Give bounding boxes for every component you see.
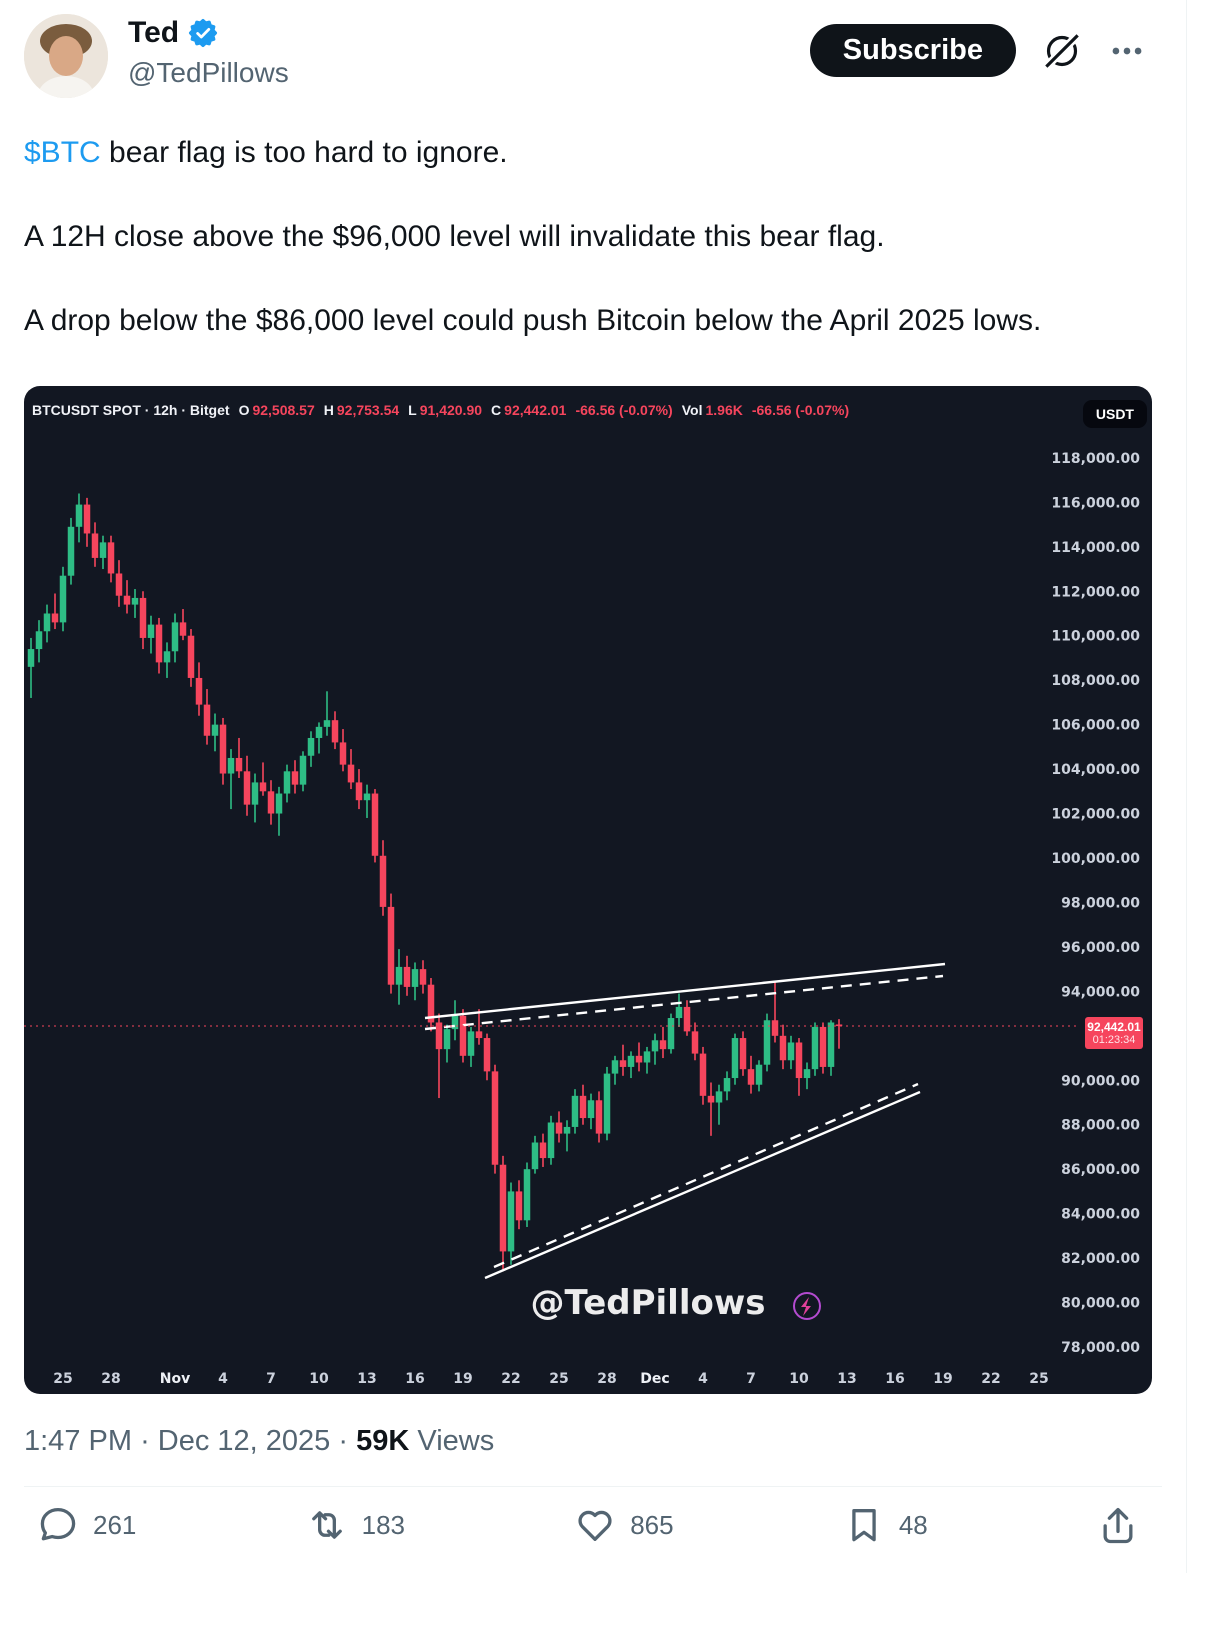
tweet-paragraph: A drop below the $86,000 level could pus… <box>24 304 1042 337</box>
repost-button[interactable]: 183 <box>305 1503 405 1547</box>
svg-text:96,000.00: 96,000.00 <box>1061 940 1140 956</box>
grok-icon <box>1043 31 1081 70</box>
svg-text:98,000.00: 98,000.00 <box>1061 895 1140 911</box>
ohlc-high: H 92,753.54 <box>323 402 400 418</box>
ohlc-close: C 92,442.01 <box>491 402 567 418</box>
currency-chip: USDT <box>1082 400 1147 428</box>
user-handle[interactable]: @TedPillows <box>128 57 289 88</box>
like-count: 865 <box>630 1509 674 1540</box>
svg-text:19: 19 <box>453 1371 472 1387</box>
user-names: Ted @TedPillows <box>128 14 810 89</box>
chart-ohlc-header: BTCUSDT SPOT · 12h · Bitget O 92,508.57 H… <box>32 402 849 418</box>
svg-text:78,000.00: 78,000.00 <box>1061 1340 1140 1356</box>
svg-text:28: 28 <box>597 1371 616 1387</box>
tweet-action-bar: 261 183 865 48 <box>24 1486 1162 1573</box>
ohlc-low: L 91,420.90 <box>408 402 483 418</box>
display-name[interactable]: Ted <box>128 16 810 50</box>
svg-text:82,000.00: 82,000.00 <box>1061 1251 1140 1267</box>
tweet-paragraph: A 12H close above the $96,000 level will… <box>24 220 885 253</box>
svg-text:25: 25 <box>1029 1371 1048 1387</box>
svg-text:4: 4 <box>698 1371 708 1387</box>
svg-text:16: 16 <box>885 1371 904 1387</box>
svg-text:25: 25 <box>53 1371 72 1387</box>
ohlc-change: -66.56 (-0.07%) <box>575 402 673 418</box>
tweet-top-actions: Subscribe <box>809 14 1146 77</box>
share-icon <box>1103 1507 1133 1544</box>
svg-text:112,000.00: 112,000.00 <box>1051 584 1140 600</box>
svg-text:108,000.00: 108,000.00 <box>1051 673 1140 689</box>
svg-text:13: 13 <box>357 1371 376 1387</box>
svg-text:116,000.00: 116,000.00 <box>1051 495 1140 511</box>
tweet-detail: Ted @TedPillows Subscribe <box>24 0 1187 1573</box>
svg-text:25: 25 <box>549 1371 568 1387</box>
ohlc-open: O 92,508.57 <box>238 402 315 418</box>
svg-text:22: 22 <box>501 1371 520 1387</box>
bookmark-count: 48 <box>898 1509 928 1540</box>
chart-symbol: BTCUSDT SPOT · 12h · Bitget <box>32 402 230 418</box>
tweet-paragraph: $BTC bear flag is too hard to ignore. <box>24 132 1146 174</box>
bookmark-button[interactable]: 48 <box>842 1503 928 1547</box>
verified-badge-icon <box>189 18 218 48</box>
last-price-label: 92,442.01 01:23:34 <box>1085 1017 1143 1049</box>
tweet-timestamp: 1:47 PM · Dec 12, 2025 · 59K Views <box>24 1425 495 1457</box>
svg-text:10: 10 <box>309 1371 329 1387</box>
more-icon <box>1112 47 1142 54</box>
cashtag-link[interactable]: $BTC <box>24 136 101 169</box>
candlestick-chart: @TedPillows 118,000.00 116,000.00 114,000.0… <box>24 451 1140 1387</box>
more-button[interactable] <box>1108 32 1146 70</box>
subscribe-button[interactable]: Subscribe <box>809 24 1016 77</box>
svg-text:102,000.00: 102,000.00 <box>1051 807 1140 823</box>
display-name-text: Ted <box>128 16 180 49</box>
tweet-paragraph-text: bear flag is too hard to ignore. <box>100 136 508 169</box>
repost-icon <box>311 1511 342 1539</box>
svg-text:10: 10 <box>789 1371 809 1387</box>
svg-text:94,000.00: 94,000.00 <box>1061 984 1140 1000</box>
reply-count: 261 <box>93 1509 137 1540</box>
svg-text:7: 7 <box>746 1371 756 1387</box>
avatar-image <box>24 14 108 98</box>
volume: Vol 1.96K <box>681 402 743 418</box>
svg-text:106,000.00: 106,000.00 <box>1051 718 1140 734</box>
svg-text:84,000.00: 84,000.00 <box>1061 1207 1140 1223</box>
avatar[interactable] <box>24 14 108 98</box>
svg-text:104,000.00: 104,000.00 <box>1051 762 1140 778</box>
svg-text:88,000.00: 88,000.00 <box>1061 1118 1140 1134</box>
svg-text:22: 22 <box>981 1371 1000 1387</box>
svg-text:80,000.00: 80,000.00 <box>1061 1296 1140 1312</box>
views-label: Views <box>417 1425 495 1457</box>
chart-media[interactable]: @TedPillows 118,000.00 116,000.00 114,000.0… <box>24 386 1152 1394</box>
svg-text:118,000.00: 118,000.00 <box>1051 451 1140 467</box>
like-icon <box>578 1510 612 1541</box>
repost-count: 183 <box>361 1509 405 1540</box>
last-price-value: 92,442.01 <box>1087 1020 1141 1034</box>
reply-button[interactable]: 261 <box>36 1503 136 1547</box>
svg-text:Dec: Dec <box>640 1371 669 1387</box>
tweet-text: $BTC bear flag is too hard to ignore. A … <box>24 132 1146 342</box>
svg-text:90,000.00: 90,000.00 <box>1061 1073 1140 1089</box>
tweet-header: Ted @TedPillows Subscribe <box>24 14 1146 98</box>
svg-text:16: 16 <box>405 1371 424 1387</box>
svg-text:@TedPillows: @TedPillows <box>531 1283 766 1323</box>
bookmark-icon <box>852 1509 876 1542</box>
candle-countdown: 01:23:34 <box>1092 1034 1136 1046</box>
svg-text:4: 4 <box>218 1371 228 1387</box>
svg-text:100,000.00: 100,000.00 <box>1051 851 1140 867</box>
views-count: 59K <box>356 1425 410 1457</box>
svg-text:110,000.00: 110,000.00 <box>1051 629 1140 645</box>
svg-text:28: 28 <box>101 1371 120 1387</box>
volume-change: -66.56 (-0.07%) <box>751 402 850 418</box>
svg-text:19: 19 <box>933 1371 952 1387</box>
svg-text:86,000.00: 86,000.00 <box>1061 1162 1140 1178</box>
reply-icon <box>40 1507 76 1541</box>
svg-text:Nov: Nov <box>160 1371 190 1387</box>
like-button[interactable]: 865 <box>573 1503 674 1547</box>
share-button[interactable] <box>1096 1503 1140 1547</box>
svg-text:114,000.00: 114,000.00 <box>1051 540 1140 556</box>
svg-text:13: 13 <box>837 1371 856 1387</box>
grok-button[interactable] <box>1042 31 1082 71</box>
svg-text:7: 7 <box>266 1371 276 1387</box>
